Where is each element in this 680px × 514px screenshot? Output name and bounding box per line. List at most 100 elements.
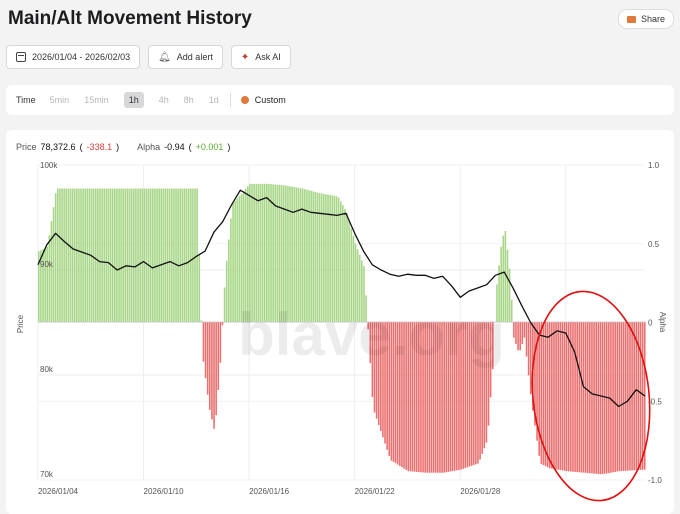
alpha-bar-positive [141, 188, 144, 322]
alpha-bar-negative [597, 322, 600, 474]
annotation-circle [531, 290, 651, 502]
alpha-bar-positive [63, 188, 65, 322]
alpha-bar-negative [439, 322, 441, 473]
alpha-bar-positive [111, 188, 114, 322]
alpha-bar-negative [215, 322, 217, 416]
alpha-bar-negative [610, 322, 612, 473]
alpha-bar-positive [97, 188, 99, 322]
alpha-bar-positive [190, 188, 192, 322]
alpha-bar-negative [413, 322, 416, 472]
alpha-bar-negative [485, 322, 488, 443]
alpha-bar-positive [46, 246, 49, 322]
alpha-bar-negative [551, 322, 553, 469]
alpha-bar-positive [230, 218, 232, 322]
alpha-bar-positive [339, 201, 342, 322]
alpha-bar-positive [171, 188, 173, 322]
alpha-legend-label: Alpha [137, 142, 161, 152]
alpha-bar-negative [396, 322, 399, 465]
alpha-bar-negative [536, 322, 538, 441]
alpha-bar-negative [515, 322, 517, 344]
alpha-bar-positive [44, 247, 46, 322]
alpha-bar-positive [69, 188, 72, 322]
alpha-bar-negative [639, 322, 642, 470]
alpha-bar-positive [166, 188, 169, 322]
timeframe-15min[interactable]: 15min [84, 95, 109, 105]
alpha-bar-positive [168, 188, 171, 322]
alpha-bar-negative [441, 322, 443, 473]
alpha-bar-negative [466, 322, 469, 468]
price-line [37, 189, 646, 408]
alpha-bar-negative [411, 322, 414, 472]
alpha-bar-positive [358, 254, 361, 322]
alpha-bar-positive [297, 187, 300, 322]
alpha-bar-positive [52, 207, 55, 322]
alpha-bar-negative [641, 322, 644, 470]
left-tick-label: 80k [40, 365, 54, 374]
timeframe-8h[interactable]: 8h [183, 95, 194, 105]
alpha-bar-positive [337, 197, 340, 322]
right-axis-title: Alpha [658, 312, 667, 333]
alpha-bar-positive [48, 235, 51, 322]
timeframe-5min[interactable]: 5min [49, 95, 70, 105]
alpha-bar-negative [576, 322, 578, 473]
alpha-bar-negative [593, 322, 595, 474]
alpha-bar-negative [458, 322, 460, 470]
price-legend-label: Price [16, 142, 37, 152]
alpha-bar-positive [234, 200, 236, 322]
alpha-bar-positive [320, 193, 323, 322]
date-range-button[interactable]: 2026/01/04 - 2026/02/03 [6, 45, 141, 69]
alpha-bar-positive [285, 185, 287, 322]
alpha-bar-negative [633, 322, 635, 471]
left-tick-label: 100k [40, 161, 58, 170]
timeframe-custom[interactable]: Custom [254, 95, 286, 105]
alpha-bar-negative [481, 322, 483, 454]
alpha-bar-positive [152, 188, 154, 322]
alpha-bar-positive [67, 188, 70, 322]
add-alert-button[interactable]: 🔔︎ Add alert [148, 45, 223, 69]
alpha-bar-positive [181, 188, 184, 322]
alpha-bar-negative [445, 322, 448, 473]
alpha-bar-positive [314, 191, 317, 322]
alpha-bar-negative [624, 322, 627, 471]
left-tick-label: 90k [40, 260, 54, 269]
alpha-bar-negative [470, 322, 473, 466]
alpha-bar-negative [589, 322, 591, 474]
alpha-bar-negative [377, 322, 380, 425]
alpha-bar-positive [350, 228, 353, 322]
ask-ai-button[interactable]: ✦ Ask AI [230, 45, 291, 69]
alpha-bar-positive [268, 183, 270, 322]
alpha-bar-positive [135, 188, 137, 322]
timeframe-1h[interactable]: 1h [123, 92, 144, 108]
alpha-bar-positive [99, 188, 101, 322]
alpha-bar-positive [251, 183, 253, 322]
alpha-bar-negative [219, 322, 222, 363]
alpha-bar-positive [183, 188, 186, 322]
x-tick-label: 2026/01/04 [38, 487, 79, 496]
alpha-bar-positive [365, 295, 367, 322]
alpha-bar-positive [270, 184, 272, 322]
alpha-bar-positive [361, 260, 363, 322]
alpha-bar-positive [160, 188, 163, 322]
alpha-bar-negative [612, 322, 614, 473]
alpha-bar-positive [130, 188, 133, 322]
alpha-bar-negative [582, 322, 585, 473]
alpha-bar-positive [333, 195, 336, 322]
share-button[interactable]: Share [617, 9, 674, 29]
alpha-bar-positive [73, 188, 76, 322]
alpha-bar-negative [553, 322, 555, 469]
alpha-bar-negative [217, 322, 220, 391]
alpha-bar-positive [276, 184, 279, 322]
alpha-bar-positive [223, 287, 226, 322]
alpha-bar-negative [213, 322, 215, 429]
alpha-bar-positive [80, 188, 82, 322]
timeframe-1d[interactable]: 1d [208, 95, 219, 105]
alpha-bar-positive [54, 193, 57, 322]
alpha-bar-positive [329, 195, 331, 322]
alpha-bar-negative [392, 322, 395, 462]
alpha-bar-negative [388, 322, 391, 457]
alpha-bar-positive [198, 254, 201, 322]
alpha-bar-negative [563, 322, 566, 471]
timeframe-4h[interactable]: 4h [158, 95, 169, 105]
alpha-bar-positive [114, 188, 116, 322]
